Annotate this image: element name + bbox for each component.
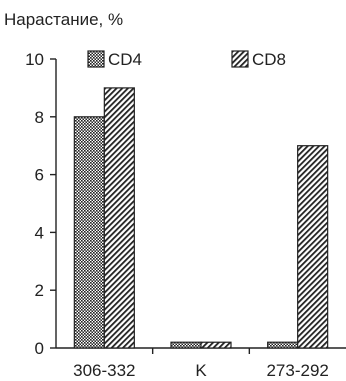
y-tick-label: 0 — [35, 339, 44, 358]
bar-cd4-2 — [267, 341, 299, 349]
bar-cd4-0 — [73, 116, 105, 349]
bar-cd8-0 — [103, 87, 135, 349]
x-tick-label: K — [195, 361, 207, 380]
y-axis-label: Нарастание, % — [4, 10, 123, 29]
y-tick-label: 4 — [35, 223, 44, 242]
x-tick-label: 273-292 — [266, 361, 328, 380]
legend-label-cd4: CD4 — [108, 50, 142, 69]
legend-swatch-cd4 — [87, 50, 105, 68]
y-tick-label: 10 — [25, 50, 44, 69]
y-tick-label: 6 — [35, 166, 44, 185]
y-axis: 0 2 4 6 8 10 — [25, 50, 57, 358]
legend: CD4 CD8 — [87, 50, 286, 69]
y-tick-label: 2 — [35, 281, 44, 300]
bars — [73, 87, 329, 349]
bar-cd8-1 — [200, 341, 232, 349]
x-axis: 306-332 K 273-292 — [56, 347, 346, 380]
legend-swatch-cd8 — [231, 50, 249, 68]
legend-label-cd8: CD8 — [252, 50, 286, 69]
x-tick-label: 306-332 — [73, 361, 135, 380]
y-tick-label: 8 — [35, 108, 44, 127]
bar-cd4-1 — [170, 341, 202, 349]
bar-cd8-2 — [297, 145, 329, 349]
